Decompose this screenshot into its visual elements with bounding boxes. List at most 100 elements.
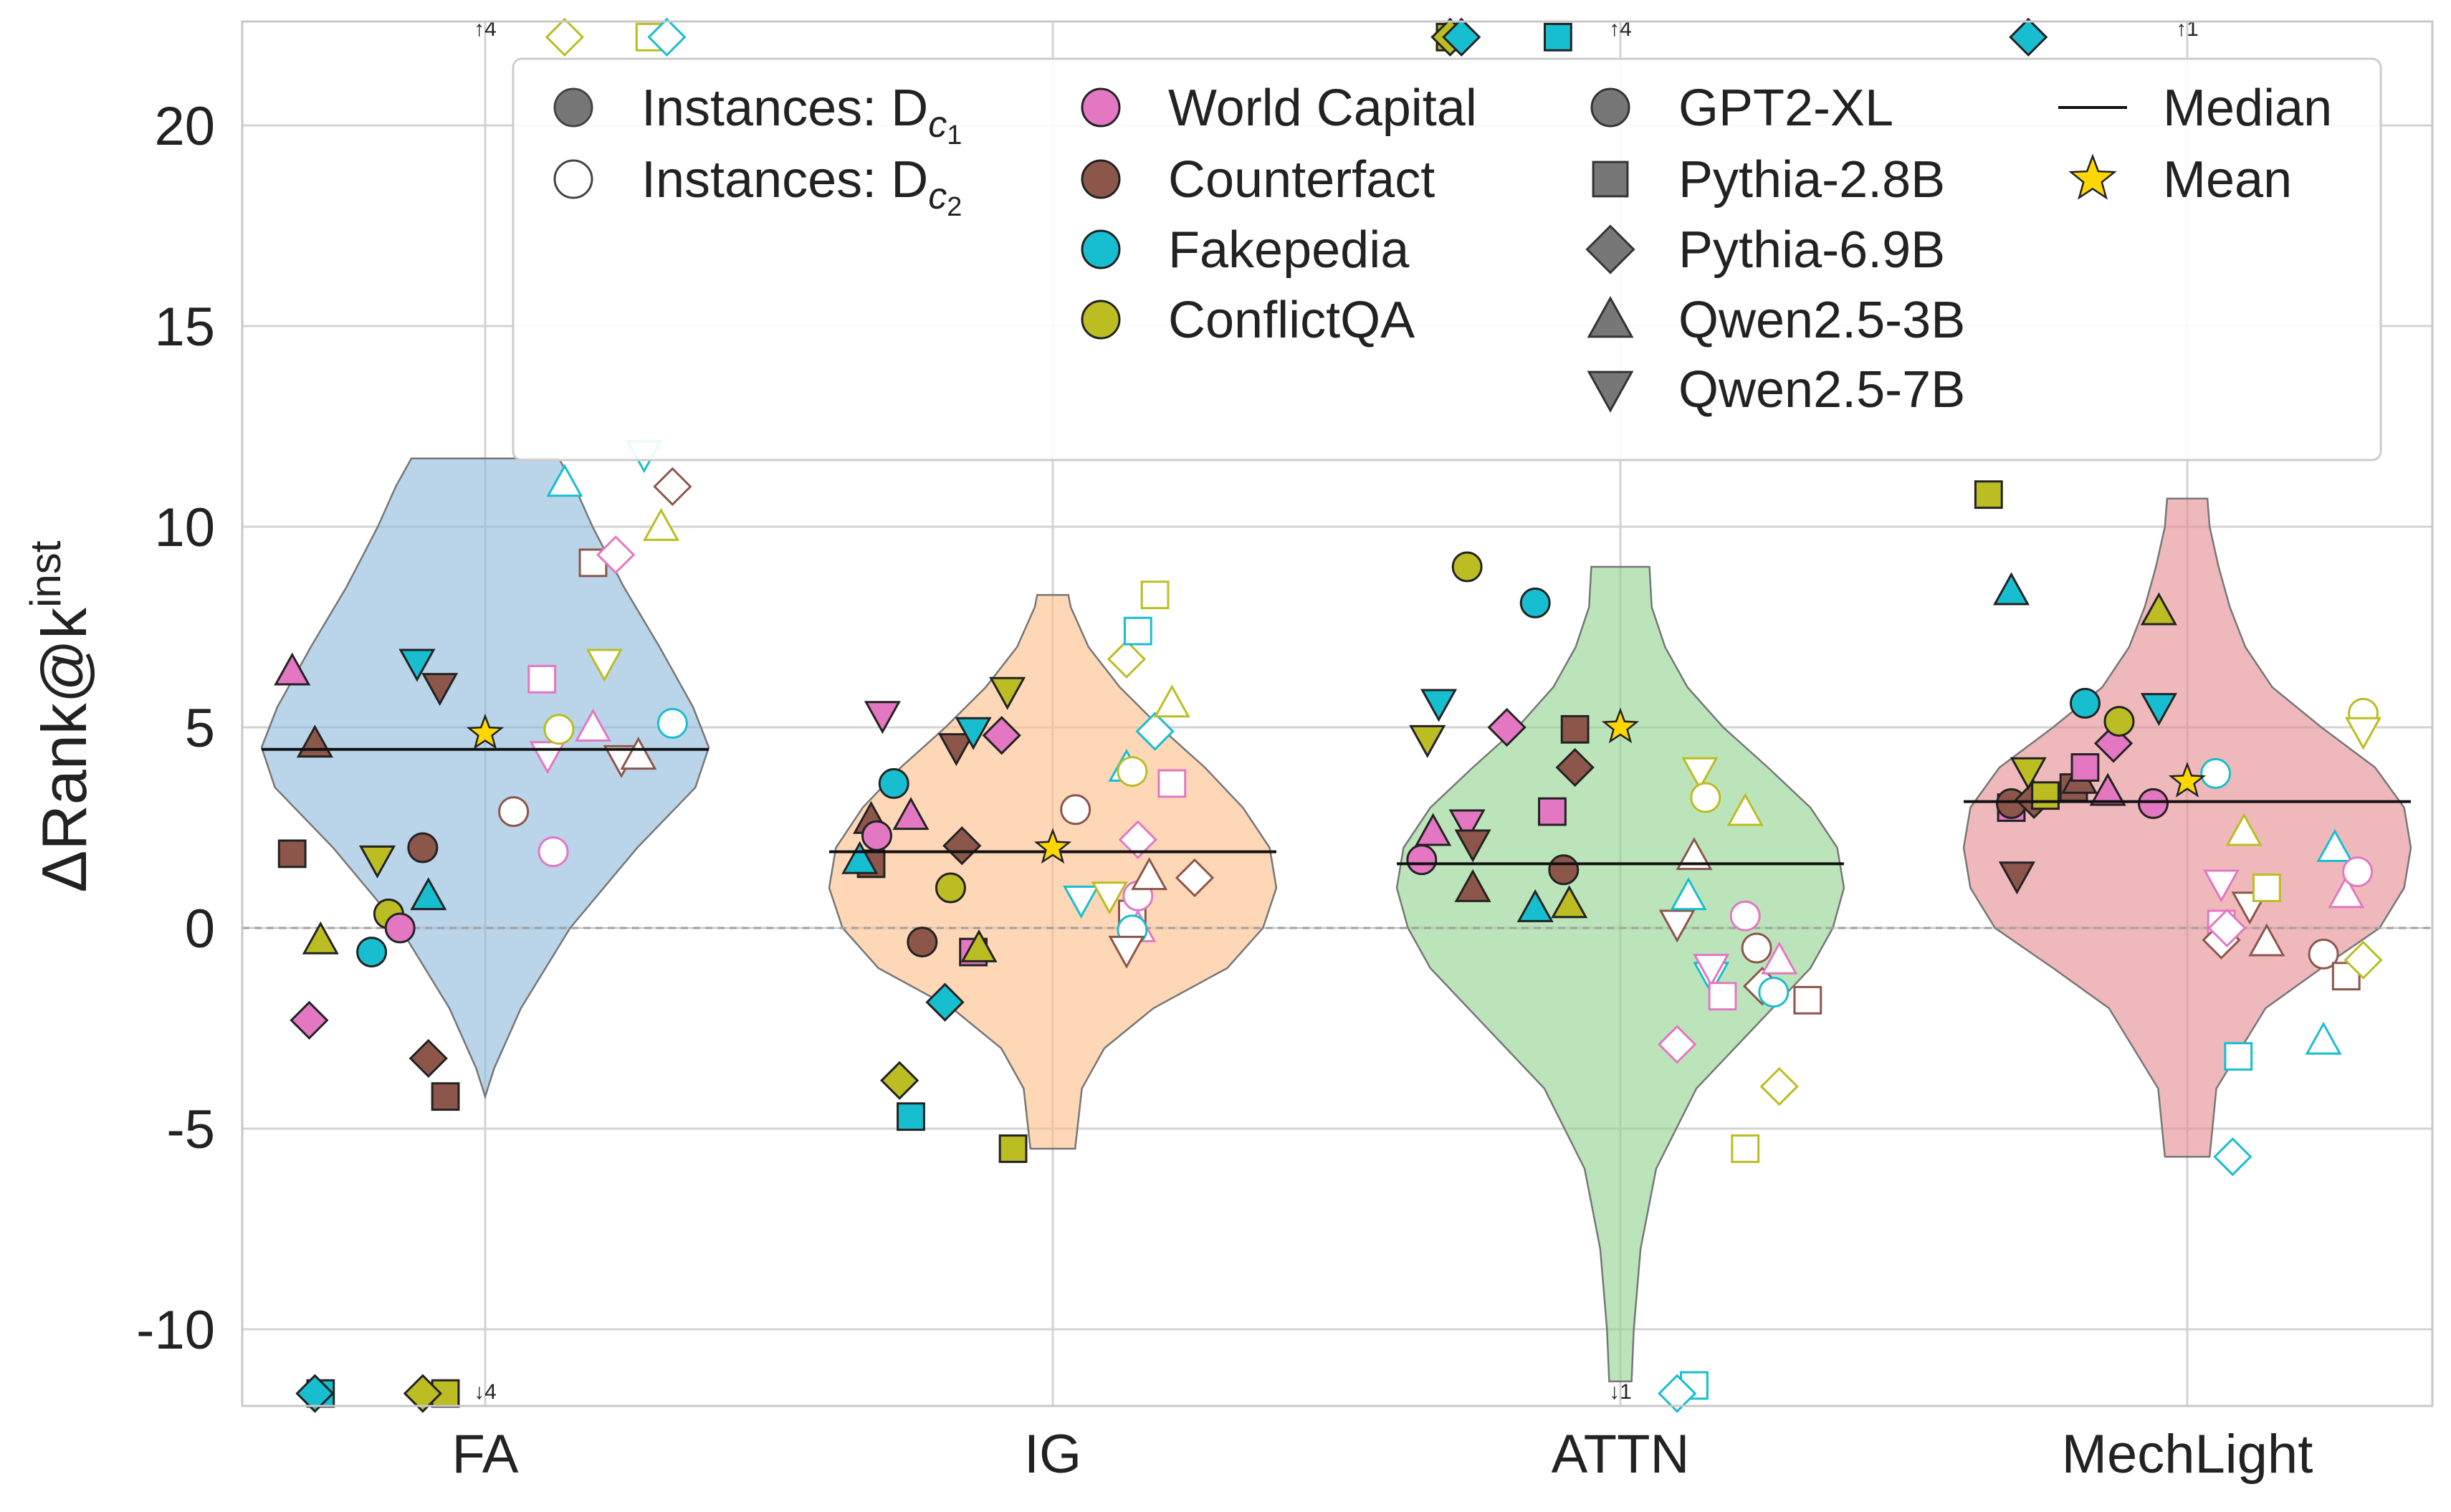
data-point [935,872,966,904]
legend-dataset-marker [1081,300,1121,340]
data-point [1560,714,1590,744]
data-point [1741,932,1772,964]
data-point [897,1102,925,1131]
data-point [982,716,1021,755]
x-tick-label: FA [452,1424,519,1485]
legend-model-marker [1587,296,1634,338]
data-point [998,1134,1028,1163]
overflow-label: ↓4 [474,1380,497,1404]
data-point [1117,756,1148,788]
point-layer [274,17,2383,1413]
data-point [2225,813,2263,846]
data-point [989,676,1026,710]
data-point [864,701,901,735]
legend-model-marker [1585,224,1635,274]
legend-model-label: Qwen2.5-3B [1678,292,1965,349]
legend-median-label: Median [2163,80,2332,137]
y-tick-label: 20 [154,96,215,157]
data-point [1726,793,1764,826]
data-point [302,921,339,954]
data-point [403,1374,443,1413]
legend-mean-star [2068,153,2117,200]
data-point [1658,1025,1697,1064]
legend-instances-label: Instances: Dc1 [641,80,962,150]
data-point [1681,757,1719,790]
data-point [1693,954,1730,987]
data-point [955,717,992,750]
data-point [421,673,459,707]
legend-instances-text: Instances: D [641,151,928,209]
legend-instances-subsub: 1 [947,120,962,150]
data-point [2224,1042,2253,1071]
data-point [1091,881,1128,915]
violin-mechlight [1962,497,2412,1158]
data-point [1451,551,1483,583]
y-axis-label-superscript: inst [22,540,70,608]
data-point [527,664,557,694]
data-point [1157,769,1187,798]
legend-model-label: Qwen2.5-7B [1678,361,1965,418]
data-point [2207,908,2247,948]
data-point [937,733,975,767]
data-point [1658,909,1696,943]
y-tick-label: -5 [166,1099,215,1160]
data-point [277,839,307,869]
data-point [2305,1021,2342,1055]
data-point [1448,809,1486,843]
x-tick-label: IG [1024,1424,1081,1485]
y-tick-label: 0 [185,899,215,960]
data-point [1454,869,1491,902]
data-point [295,1374,335,1413]
data-point [2328,875,2365,909]
data-point [1415,813,1452,846]
data-point [1998,861,2035,895]
data-point [1516,889,1554,922]
data-point [2342,856,2374,888]
data-point [2316,828,2354,862]
data-point [498,796,530,828]
data-point [2252,874,2281,902]
data-point [878,767,909,799]
y-tick-label: -10 [136,1300,215,1361]
data-point [1406,844,1438,876]
violin-fa [260,457,710,1100]
data-point [2103,706,2135,737]
legend-model-marker [1587,370,1634,413]
legend-instances-text: Instances: D [641,80,928,137]
data-point [538,836,569,868]
data-point [942,826,982,866]
overflow-label: ↓1 [1609,1380,1632,1404]
data-point [1063,885,1100,919]
data-point [358,845,396,879]
legend-filled-marker [553,87,593,128]
y-tick-label: 5 [185,698,215,759]
data-point [596,535,636,575]
data-point [356,937,388,968]
data-point [1135,712,1175,751]
legend-mean-label: Mean [2163,151,2292,209]
data-point [907,927,938,958]
data-point [1551,885,1588,919]
data-point [1729,900,1761,932]
data-point [1690,782,1721,813]
data-point [1487,707,1526,747]
data-point [1108,935,1145,969]
legend-model-label: Pythia-6.9B [1678,221,1945,279]
data-point [431,1082,460,1111]
legend-instances-sub: c [928,104,947,145]
x-tick-label: ATTN [1552,1424,1690,1485]
data-point [880,1061,919,1100]
data-point [1731,1134,1760,1163]
data-point [861,820,892,851]
data-point [1708,982,1737,1011]
data-point [2200,757,2232,789]
data-point [656,707,688,739]
data-point [2344,940,2383,980]
data-point [1131,857,1168,891]
legend-model-marker [1590,87,1630,128]
data-point [290,1000,329,1040]
legend-dataset-marker [1081,159,1121,199]
data-point [1409,724,1446,758]
legend-dataset-marker [1081,229,1121,269]
data-point [1153,684,1190,718]
